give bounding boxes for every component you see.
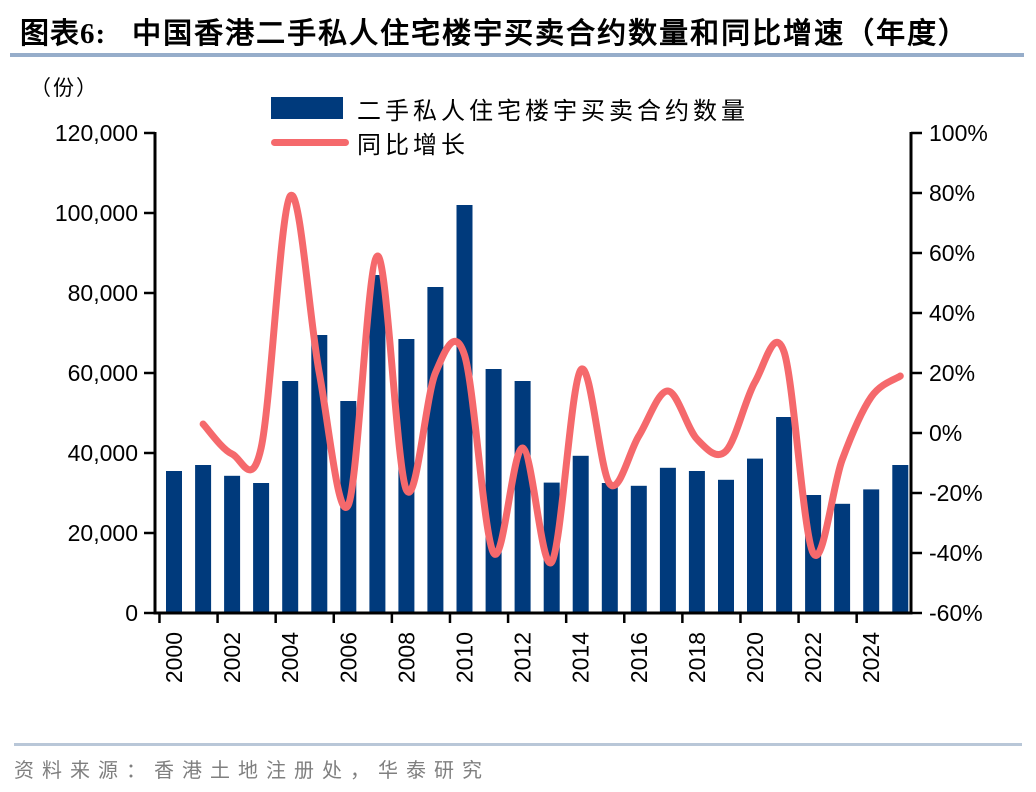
bar	[572, 455, 589, 613]
x-axis-year-label: 2014	[568, 632, 594, 683]
right-axis-tick-label: 20%	[929, 360, 975, 386]
chart-header: 图表6: 中国香港二手私人住宅楼宇买卖合约数量和同比增速（年度）	[20, 10, 1020, 52]
x-axis-year-label: 2002	[219, 632, 245, 683]
legend-item-bars: 二手私人住宅楼宇买卖合约数量	[271, 95, 749, 125]
bar	[543, 482, 560, 613]
bar	[456, 205, 473, 613]
right-axis-tick-label: 40%	[929, 300, 975, 326]
page-title: 中国香港二手私人住宅楼宇买卖合约数量和同比增速（年度）	[132, 18, 970, 50]
source-divider	[14, 743, 1022, 746]
bar	[224, 475, 241, 613]
left-axis-tick-label: 60,000	[68, 360, 138, 386]
x-axis-year-label: 2000	[161, 632, 187, 683]
bar	[514, 381, 531, 613]
legend-bar-swatch	[271, 97, 343, 119]
bar	[369, 275, 386, 613]
legend-line-label: 同比增长	[357, 132, 469, 159]
bar	[834, 503, 851, 613]
x-axis-year-label: 2006	[335, 632, 361, 683]
bar	[427, 287, 444, 613]
bar	[747, 458, 763, 613]
bar	[659, 467, 676, 613]
chart-legend: 二手私人住宅楼宇买卖合约数量 同比增长	[271, 95, 749, 163]
bar	[166, 471, 182, 613]
left-axis-tick-label: 20,000	[68, 520, 138, 546]
right-axis-tick-label: -40%	[929, 540, 983, 566]
left-axis-tick-label: 100,000	[55, 200, 138, 226]
right-axis-tick-label: 0%	[929, 420, 962, 446]
left-axis-tick-label: 40,000	[68, 440, 138, 466]
source-note: 资料来源：香港土地注册处，华泰研究	[14, 760, 490, 782]
x-axis-year-label: 2020	[742, 632, 768, 683]
left-axis-tick-label: 80,000	[68, 280, 138, 306]
bar	[485, 369, 502, 613]
right-axis-tick-label: 80%	[929, 180, 975, 206]
bar	[688, 471, 705, 613]
right-axis-tick-label: -60%	[929, 600, 983, 626]
title-underline	[10, 53, 1024, 57]
figure-label: 图表6:	[20, 18, 107, 50]
x-axis-year-label: 2004	[277, 632, 303, 683]
bar	[863, 489, 880, 613]
bar	[718, 479, 734, 613]
left-axis-tick-label: 120,000	[55, 120, 138, 146]
left-axis-tick-label: 0	[125, 600, 138, 626]
x-axis-year-label: 2024	[858, 632, 884, 683]
left-axis-unit-label: （份）	[30, 76, 99, 100]
bar	[195, 465, 212, 613]
right-axis-tick-label: 100%	[929, 120, 988, 146]
x-axis-year-label: 2008	[393, 632, 419, 683]
bar	[282, 381, 299, 613]
x-axis-year-label: 2022	[800, 632, 826, 683]
legend-item-line: 同比增长	[271, 129, 749, 159]
yoy-growth-line	[199, 191, 904, 567]
bar	[630, 485, 647, 613]
bar	[601, 483, 618, 613]
legend-bar-label: 二手私人住宅楼宇买卖合约数量	[357, 98, 749, 125]
bar	[892, 465, 909, 613]
legend-line-swatch	[271, 138, 349, 146]
right-axis-tick-label: -20%	[929, 480, 983, 506]
x-axis-year-label: 2012	[510, 632, 536, 683]
bar	[776, 417, 793, 613]
right-axis-tick-label: 60%	[929, 240, 975, 266]
x-axis-year-label: 2010	[452, 632, 478, 683]
x-axis-year-label: 2016	[626, 632, 652, 683]
bar	[253, 483, 270, 613]
x-axis-year-label: 2018	[684, 632, 710, 683]
